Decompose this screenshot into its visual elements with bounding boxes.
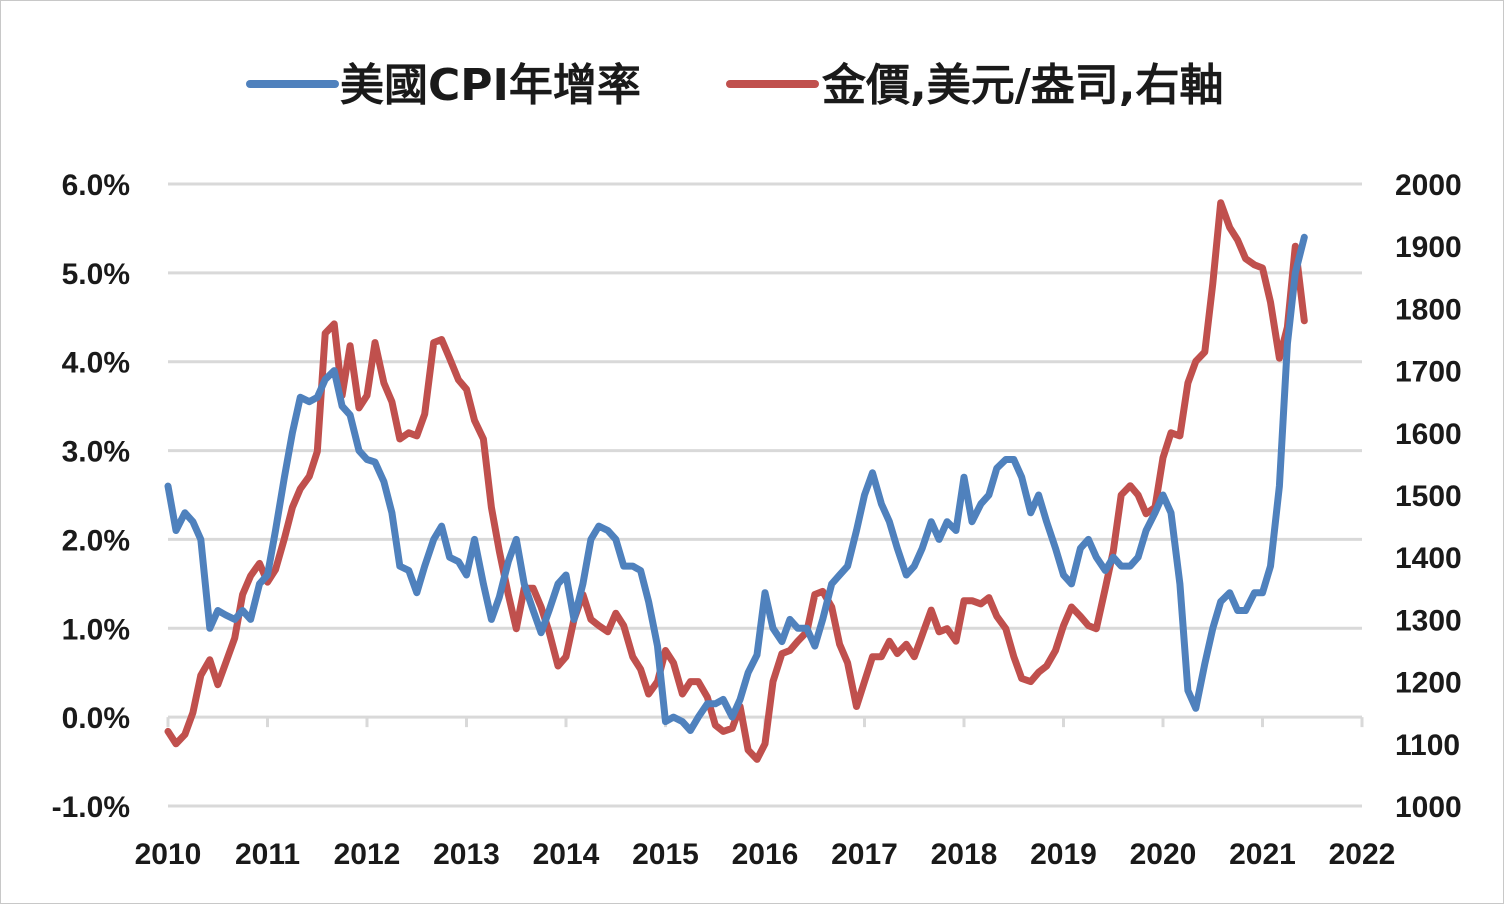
y-left-tick-label: 6.0% (62, 169, 130, 202)
y-right-tick-label: 1100 (1395, 729, 1460, 762)
y-right-tick-label: 2000 (1395, 169, 1462, 202)
legend: 美國CPI年增率 金價,美元/盎司,右軸 (246, 60, 1224, 111)
x-tick-label: 2016 (732, 838, 799, 871)
plot-area (164, 199, 1308, 763)
y-right-tick-label: 1300 (1395, 604, 1462, 637)
legend-label-cpi: 美國CPI年增率 (340, 60, 641, 111)
gridlines (168, 182, 1362, 808)
x-axis: 2010 2011 2012 2013 2014 2015 2016 2017 2018 2019… (135, 717, 1396, 871)
y-right-tick-label: 1700 (1395, 356, 1462, 389)
y-axis-right: 2000 1900 1800 1700 1600 1500 1400 1300 1200 1100… (1395, 169, 1462, 824)
y-left-tick-label: -1.0% (52, 791, 130, 824)
series-line-gold (164, 199, 1308, 763)
x-tick-label: 2015 (632, 838, 699, 871)
y-left-tick-label: 1.0% (62, 613, 130, 646)
legend-label-gold: 金價,美元/盎司,右軸 (821, 60, 1224, 111)
y-right-tick-label: 1900 (1395, 231, 1462, 264)
y-right-tick-label: 1200 (1395, 667, 1462, 700)
x-tick-label: 2021 (1229, 838, 1296, 871)
x-tick-label: 2013 (433, 838, 500, 871)
x-tick-label: 2010 (135, 838, 202, 871)
x-tick-label: 2018 (931, 838, 998, 871)
y-left-tick-label: 4.0% (62, 347, 130, 380)
y-left-tick-label: 3.0% (62, 436, 130, 469)
x-tick-label: 2014 (533, 838, 600, 871)
y-left-tick-label: 5.0% (62, 258, 130, 291)
y-right-tick-label: 1800 (1395, 293, 1462, 326)
x-tick-label: 2022 (1329, 838, 1396, 871)
x-tick-label: 2011 (235, 838, 300, 871)
x-tick-label: 2017 (831, 838, 898, 871)
y-right-tick-label: 1500 (1395, 480, 1462, 513)
x-tick-label: 2019 (1030, 838, 1097, 871)
y-right-tick-label: 1000 (1395, 791, 1462, 824)
x-tick-label: 2020 (1130, 838, 1197, 871)
y-right-tick-label: 1400 (1395, 542, 1462, 575)
y-axis-left: 6.0% 5.0% 4.0% 3.0% 2.0% 1.0% 0.0% -1.0% (52, 169, 130, 824)
series-line-cpi (164, 233, 1308, 734)
y-left-tick-label: 2.0% (62, 524, 130, 557)
x-tick-label: 2012 (334, 838, 401, 871)
y-right-tick-label: 1600 (1395, 418, 1462, 451)
y-left-tick-label: 0.0% (62, 702, 130, 735)
